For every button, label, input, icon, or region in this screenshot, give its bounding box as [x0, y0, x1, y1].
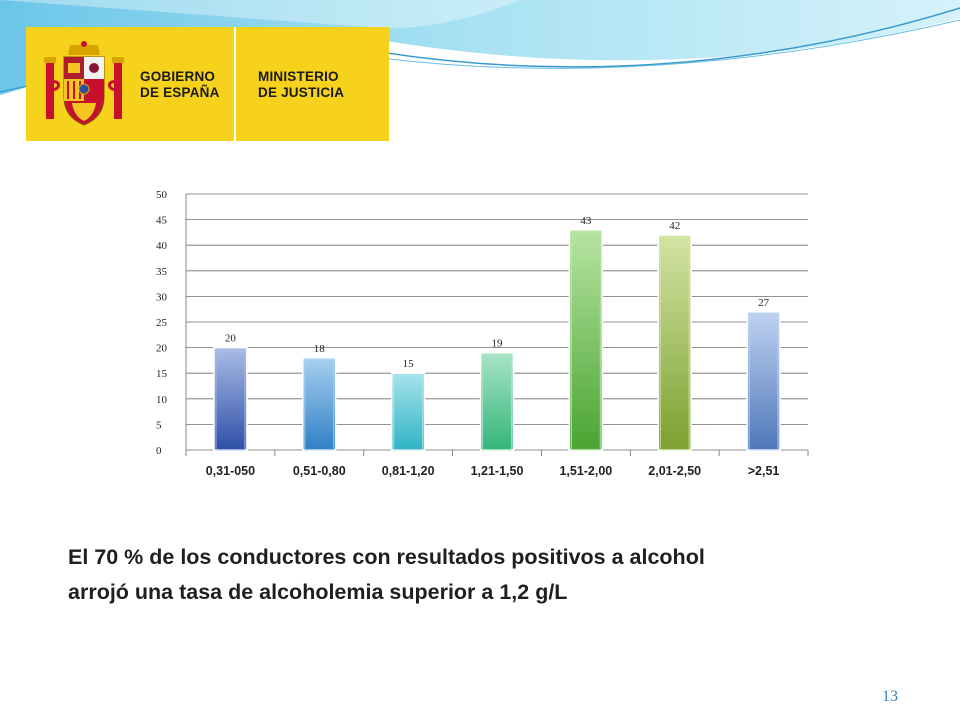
- logo-divider: [234, 27, 236, 141]
- x-tick-label-3: 1,21-1,50: [471, 464, 524, 478]
- x-tick-label-5: 2,01-2,50: [648, 464, 701, 478]
- y-tick-label: 45: [156, 215, 168, 227]
- data-label-1: 18: [314, 343, 326, 355]
- data-label-2: 15: [403, 358, 415, 370]
- y-tick-label: 20: [156, 343, 168, 355]
- x-tick-label-1: 0,51-0,80: [293, 464, 346, 478]
- caption-line-1: El 70 % de los conductores con resultado…: [68, 545, 705, 569]
- caption-line-2: arrojó una tasa de alcoholemia superior …: [68, 580, 568, 604]
- y-tick-label: 35: [156, 266, 168, 278]
- government-logo: GOBIERNO DE ESPAÑA MINISTERIO DE JUSTICI…: [26, 27, 389, 141]
- y-tick-label: 30: [156, 291, 168, 303]
- y-tick-label: 50: [156, 189, 168, 201]
- y-tick-label: 25: [156, 317, 168, 329]
- bar-highlight-5: [659, 236, 690, 451]
- bar-highlight-2: [393, 374, 424, 451]
- y-tick-label: 15: [156, 368, 168, 380]
- bar-5: [657, 234, 692, 451]
- y-tick-label: 0: [156, 445, 162, 457]
- y-axis-ticks: 0 5 10 15 20 25 30 35 40 45 50: [156, 189, 168, 457]
- data-label-6: 27: [758, 297, 770, 309]
- chart-caption: El 70 % de los conductores con resultado…: [68, 540, 908, 610]
- data-label-4: 43: [580, 215, 592, 227]
- data-label-3: 19: [492, 338, 504, 350]
- bar-chart: 0 5 10 15 20 25 30 35 40 45 50 20 18 15 19 43 42 27 0,31…: [156, 189, 809, 478]
- logo-text-de-justicia: DE JUSTICIA: [258, 85, 345, 100]
- bar-3: [479, 351, 515, 451]
- bar-2: [390, 372, 426, 451]
- x-tick-label-6: >2,51: [748, 464, 780, 478]
- logo-text-de-espana: DE ESPAÑA: [140, 85, 220, 100]
- bar-highlight-3: [482, 354, 512, 451]
- bar-6: [746, 311, 781, 451]
- bar-highlight-0: [215, 349, 246, 451]
- bar-1: [302, 357, 337, 451]
- x-tick-label-4: 1,51-2,00: [559, 464, 612, 478]
- chart-data-labels: 20 18 15 19 43 42 27: [225, 215, 770, 370]
- bar-0: [213, 346, 248, 451]
- bar-highlight-4: [570, 231, 601, 451]
- page-number: 13: [882, 688, 898, 705]
- x-axis-ticks: 0,31-050 0,51-0,80 0,81-1,20 1,21-1,50 1,51-…: [206, 464, 780, 478]
- y-tick-label: 40: [156, 240, 168, 252]
- bar-highlight-1: [304, 359, 335, 451]
- logo-text-ministerio: MINISTERIO: [258, 69, 339, 84]
- y-tick-label: 10: [156, 394, 168, 406]
- logo-text-gobierno: GOBIERNO: [140, 69, 216, 84]
- x-tick-label-0: 0,31-050: [206, 464, 255, 478]
- data-label-0: 20: [225, 333, 237, 345]
- bar-highlight-6: [748, 313, 779, 451]
- chart-bars: [213, 229, 781, 451]
- bar-4: [568, 229, 604, 451]
- y-tick-label: 5: [156, 419, 162, 431]
- coat-of-arms-icon: [44, 41, 124, 126]
- x-tick-label-2: 0,81-1,20: [382, 464, 435, 478]
- data-label-5: 42: [669, 220, 680, 232]
